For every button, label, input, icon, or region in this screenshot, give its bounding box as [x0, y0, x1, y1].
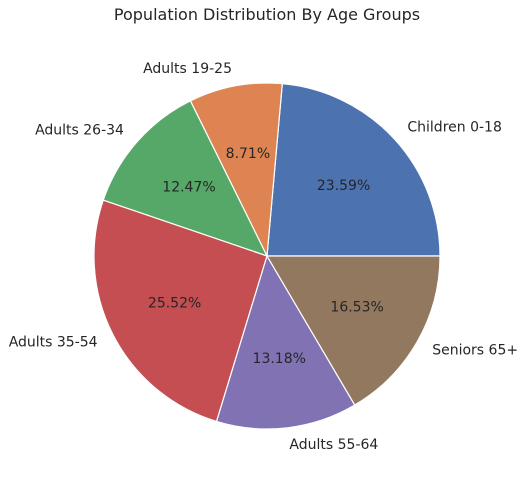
percent-label-seniors-65: 16.53% — [330, 300, 383, 316]
pie-slice-children-0-18 — [266, 83, 441, 257]
category-label-adults-19-25: Adults 19-25 — [143, 61, 232, 77]
pie-slice-adults-55-64 — [215, 254, 356, 430]
category-label-children-0-18: Children 0-18 — [407, 120, 501, 136]
percent-label-adults-26-34: 12.47% — [162, 180, 215, 196]
chart-title: Population Distribution By Age Groups — [114, 5, 420, 24]
category-label-adults-26-34: Adults 26-34 — [35, 122, 124, 138]
category-label-adults-55-64: Adults 55-64 — [289, 437, 378, 453]
percent-label-adults-19-25: 8.71% — [226, 146, 270, 162]
pie-slice-adults-35-54 — [93, 199, 268, 423]
pie-slice-seniors-65 — [265, 255, 441, 406]
pie-slices — [93, 82, 441, 430]
pie-labels: Children 0-18 23.59% Adults 19-25 8.71% Adul… — [9, 61, 518, 453]
pie-slice-adults-26-34 — [102, 100, 269, 258]
category-label-adults-35-54: Adults 35-54 — [9, 335, 98, 351]
category-label-seniors-65: Seniors 65+ — [432, 342, 518, 358]
percent-label-adults-55-64: 13.18% — [253, 351, 306, 367]
percent-label-children-0-18: 23.59% — [317, 178, 370, 194]
percent-label-adults-35-54: 25.52% — [148, 295, 201, 311]
pie-slice-adults-19-25 — [189, 82, 283, 259]
